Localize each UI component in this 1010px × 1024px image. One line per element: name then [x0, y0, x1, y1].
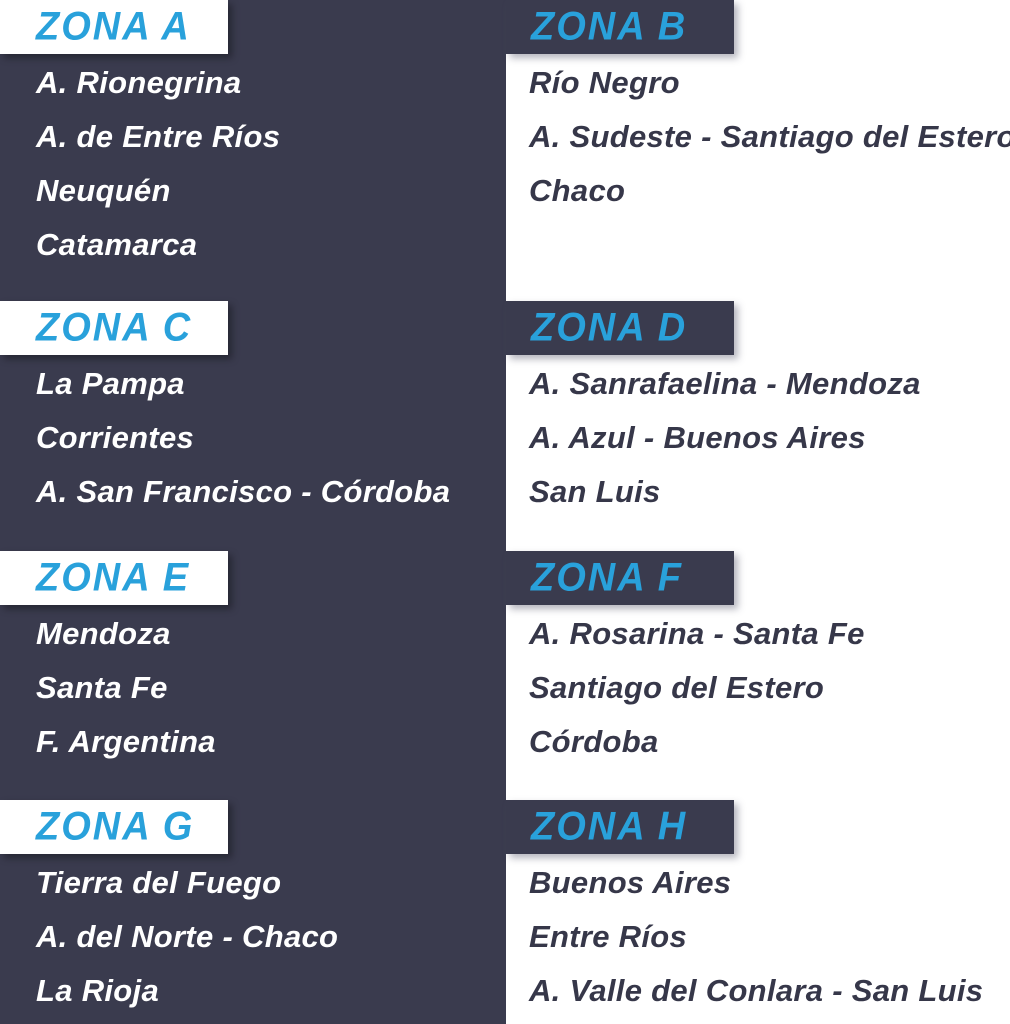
zone-item: A. Rosarina - Santa Fe: [529, 616, 865, 651]
zone-item: A. San Francisco - Córdoba: [36, 474, 451, 509]
zone-items-h: Buenos Aires Entre Ríos A. Valle del Con…: [506, 856, 1010, 1018]
zone-item: Corrientes: [36, 420, 195, 455]
zone-title-e: ZONA E: [36, 555, 191, 600]
zone-item: F. Argentina: [36, 724, 216, 759]
zone-item: A. Azul - Buenos Aires: [529, 420, 866, 455]
zone-item: A. Rionegrina: [36, 65, 242, 100]
zone-item: Santa Fe: [36, 670, 168, 705]
zone-section-d: ZONA D A. Sanrafaelina - Mendoza A. Azul…: [506, 301, 1010, 601]
zone-item: Río Negro: [529, 65, 680, 100]
zone-section-c: ZONA C La Pampa Corrientes A. San Franci…: [0, 301, 506, 601]
zone-item: La Rioja: [36, 973, 159, 1008]
zone-item: Tierra del Fuego: [36, 865, 282, 900]
zone-header-b: ZONA B: [506, 0, 734, 54]
zone-items-c: La Pampa Corrientes A. San Francisco - C…: [0, 357, 506, 519]
zone-header-d: ZONA D: [506, 301, 734, 355]
zone-item: Neuquén: [36, 173, 171, 208]
zone-items-b: Río Negro A. Sudeste - Santiago del Este…: [506, 56, 1010, 218]
zone-section-f: ZONA F A. Rosarina - Santa Fe Santiago d…: [506, 551, 1010, 851]
zone-item: Mendoza: [36, 616, 171, 651]
zone-title-b: ZONA B: [531, 4, 688, 49]
zone-item: A. del Norte - Chaco: [36, 919, 339, 954]
zone-item: La Pampa: [36, 366, 185, 401]
zone-header-e: ZONA E: [0, 551, 228, 605]
zone-section-e: ZONA E Mendoza Santa Fe F. Argentina: [0, 551, 506, 851]
zone-items-e: Mendoza Santa Fe F. Argentina: [0, 607, 506, 769]
zone-title-c: ZONA C: [36, 305, 193, 350]
zone-item: Córdoba: [529, 724, 659, 759]
zone-items-f: A. Rosarina - Santa Fe Santiago del Este…: [506, 607, 1010, 769]
zone-items-a: A. Rionegrina A. de Entre Ríos Neuquén C…: [0, 56, 506, 272]
zone-title-h: ZONA H: [531, 804, 688, 849]
zone-header-h: ZONA H: [506, 800, 734, 854]
zone-item: Catamarca: [36, 227, 198, 262]
zone-items-g: Tierra del Fuego A. del Norte - Chaco La…: [0, 856, 506, 1018]
zone-header-a: ZONA A: [0, 0, 228, 54]
zone-header-c: ZONA C: [0, 301, 228, 355]
zone-title-g: ZONA G: [36, 804, 195, 849]
zone-item: A. de Entre Ríos: [36, 119, 281, 154]
zone-item: A. Sudeste - Santiago del Estero: [529, 119, 1010, 154]
zone-header-f: ZONA F: [506, 551, 734, 605]
zone-section-a: ZONA A A. Rionegrina A. de Entre Ríos Ne…: [0, 0, 506, 300]
zone-item: Santiago del Estero: [529, 670, 825, 705]
zone-header-g: ZONA G: [0, 800, 228, 854]
zone-title-f: ZONA F: [531, 555, 684, 600]
zone-title-a: ZONA A: [36, 4, 191, 49]
zone-item: San Luis: [529, 474, 661, 509]
zone-item: Chaco: [529, 173, 626, 208]
zone-item: Buenos Aires: [529, 865, 732, 900]
zone-item: A. Valle del Conlara - San Luis: [529, 973, 984, 1008]
zone-item: A. Sanrafaelina - Mendoza: [529, 366, 921, 401]
zone-items-d: A. Sanrafaelina - Mendoza A. Azul - Buen…: [506, 357, 1010, 519]
zone-section-g: ZONA G Tierra del Fuego A. del Norte - C…: [0, 800, 506, 1024]
zone-section-b: ZONA B Río Negro A. Sudeste - Santiago d…: [506, 0, 1010, 300]
zone-item: Entre Ríos: [529, 919, 688, 954]
zone-section-h: ZONA H Buenos Aires Entre Ríos A. Valle …: [506, 800, 1010, 1024]
zone-title-d: ZONA D: [531, 305, 688, 350]
